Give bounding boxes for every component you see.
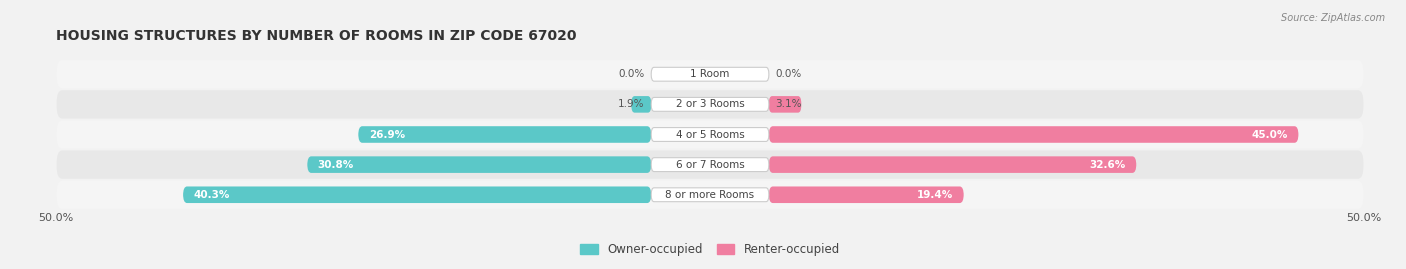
Legend: Owner-occupied, Renter-occupied: Owner-occupied, Renter-occupied: [575, 239, 845, 261]
Text: 26.9%: 26.9%: [368, 129, 405, 140]
FancyBboxPatch shape: [769, 126, 1298, 143]
Text: 40.3%: 40.3%: [194, 190, 231, 200]
Text: 4 or 5 Rooms: 4 or 5 Rooms: [676, 129, 744, 140]
FancyBboxPatch shape: [769, 96, 801, 113]
Text: 0.0%: 0.0%: [776, 69, 801, 79]
Text: 3.1%: 3.1%: [776, 99, 801, 109]
Text: Source: ZipAtlas.com: Source: ZipAtlas.com: [1281, 13, 1385, 23]
Text: 8 or more Rooms: 8 or more Rooms: [665, 190, 755, 200]
Text: 0.0%: 0.0%: [619, 69, 644, 79]
Text: 1 Room: 1 Room: [690, 69, 730, 79]
FancyBboxPatch shape: [56, 150, 1364, 179]
FancyBboxPatch shape: [769, 186, 963, 203]
Text: 6 or 7 Rooms: 6 or 7 Rooms: [676, 160, 744, 170]
Text: 45.0%: 45.0%: [1251, 129, 1288, 140]
FancyBboxPatch shape: [651, 128, 769, 141]
FancyBboxPatch shape: [651, 97, 769, 111]
Text: 19.4%: 19.4%: [917, 190, 953, 200]
Text: 2 or 3 Rooms: 2 or 3 Rooms: [676, 99, 744, 109]
Text: 1.9%: 1.9%: [619, 99, 644, 109]
FancyBboxPatch shape: [56, 90, 1364, 119]
FancyBboxPatch shape: [56, 180, 1364, 209]
FancyBboxPatch shape: [308, 156, 651, 173]
FancyBboxPatch shape: [359, 126, 651, 143]
FancyBboxPatch shape: [56, 60, 1364, 89]
Text: 30.8%: 30.8%: [318, 160, 354, 170]
FancyBboxPatch shape: [769, 156, 1136, 173]
Text: HOUSING STRUCTURES BY NUMBER OF ROOMS IN ZIP CODE 67020: HOUSING STRUCTURES BY NUMBER OF ROOMS IN…: [56, 29, 576, 43]
FancyBboxPatch shape: [651, 158, 769, 172]
FancyBboxPatch shape: [651, 188, 769, 202]
FancyBboxPatch shape: [631, 96, 651, 113]
Text: 32.6%: 32.6%: [1090, 160, 1126, 170]
FancyBboxPatch shape: [56, 120, 1364, 149]
FancyBboxPatch shape: [651, 67, 769, 81]
FancyBboxPatch shape: [183, 186, 651, 203]
